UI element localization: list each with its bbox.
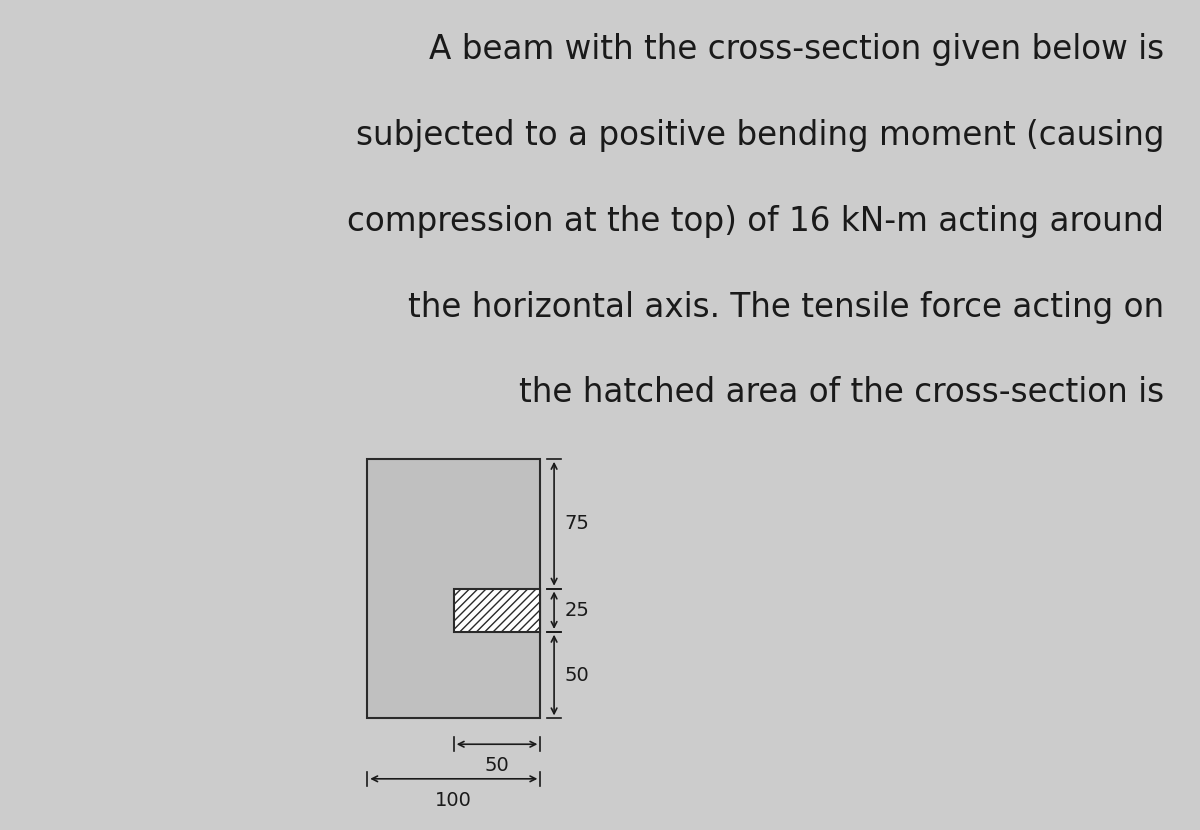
Text: 50: 50: [485, 756, 510, 775]
Text: 50: 50: [564, 666, 589, 685]
Text: A beam with the cross-section given below is: A beam with the cross-section given belo…: [428, 32, 1164, 66]
Bar: [454, 588, 540, 632]
Bar: [367, 459, 540, 718]
Text: 100: 100: [436, 791, 473, 810]
Text: 25: 25: [564, 601, 589, 620]
Text: the horizontal axis. The tensile force acting on: the horizontal axis. The tensile force a…: [408, 290, 1164, 324]
Text: compression at the top) of 16 kN-m acting around: compression at the top) of 16 kN-m actin…: [347, 204, 1164, 237]
Text: the hatched area of the cross-section is: the hatched area of the cross-section is: [518, 377, 1164, 409]
Text: subjected to a positive bending moment (causing: subjected to a positive bending moment (…: [355, 119, 1164, 152]
Text: 75: 75: [564, 515, 589, 533]
